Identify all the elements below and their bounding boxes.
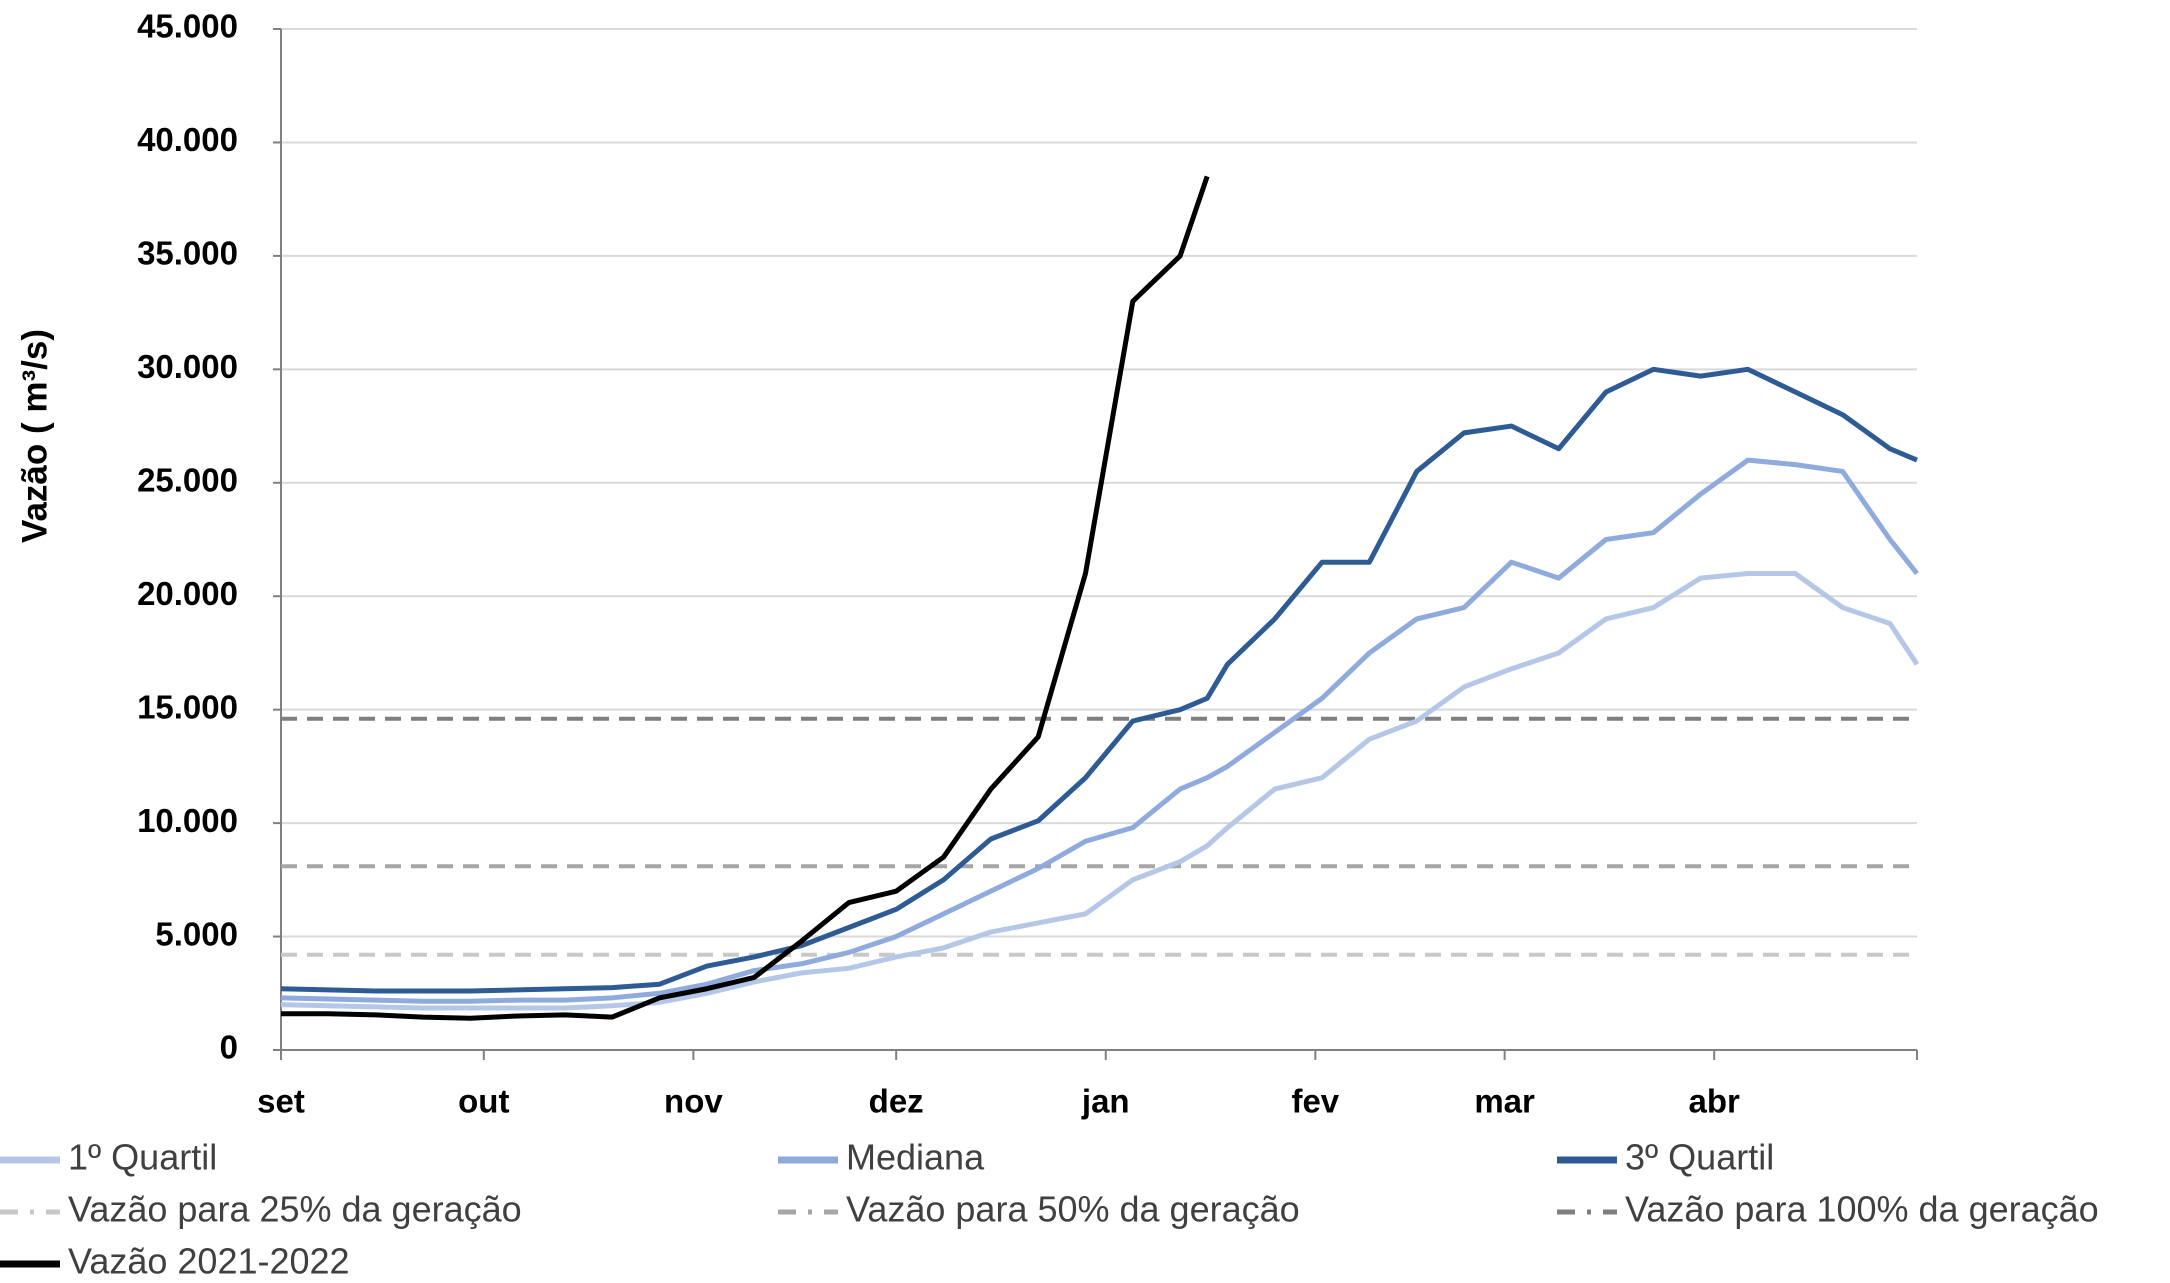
legend-label: Mediana xyxy=(846,1137,985,1178)
y-tick-label: 40.000 xyxy=(137,121,238,158)
x-tick-label: jan xyxy=(1081,1083,1130,1120)
y-tick-label: 0 xyxy=(220,1029,238,1066)
x-tick-label: mar xyxy=(1474,1083,1535,1120)
legend-label: Vazão para 50% da geração xyxy=(846,1189,1300,1230)
y-tick-label: 20.000 xyxy=(137,575,238,612)
legend-label: 3º Quartil xyxy=(1625,1137,1774,1178)
series-line xyxy=(280,571,1920,1011)
y-tick-label: 25.000 xyxy=(137,461,238,498)
y-tick-label: 35.000 xyxy=(137,235,238,272)
legend-label: 1º Quartil xyxy=(68,1137,217,1178)
x-tick-label: set xyxy=(257,1083,305,1120)
x-tick-label: abr xyxy=(1689,1083,1741,1120)
series-line xyxy=(280,366,1918,994)
x-tick-label: out xyxy=(458,1083,509,1120)
y-tick-label: 45.000 xyxy=(137,8,238,45)
legend-label: Vazão 2021-2022 xyxy=(68,1241,350,1282)
legend-label: Vazão para 25% da geração xyxy=(68,1189,522,1230)
x-tick-label: dez xyxy=(869,1083,924,1120)
x-tick-label: nov xyxy=(664,1083,723,1120)
series-line xyxy=(281,175,1210,1021)
y-tick-label: 30.000 xyxy=(137,348,238,385)
legend-label: Vazão para 100% da geração xyxy=(1625,1189,2099,1230)
y-tick-label: 10.000 xyxy=(137,802,238,839)
y-tick-label: 15.000 xyxy=(137,688,238,725)
x-tick-label: fev xyxy=(1291,1083,1339,1120)
series-line xyxy=(280,457,1919,1004)
y-axis-label: Vazão ( m³/s) xyxy=(15,329,54,543)
y-tick-label: 5.000 xyxy=(155,915,238,952)
